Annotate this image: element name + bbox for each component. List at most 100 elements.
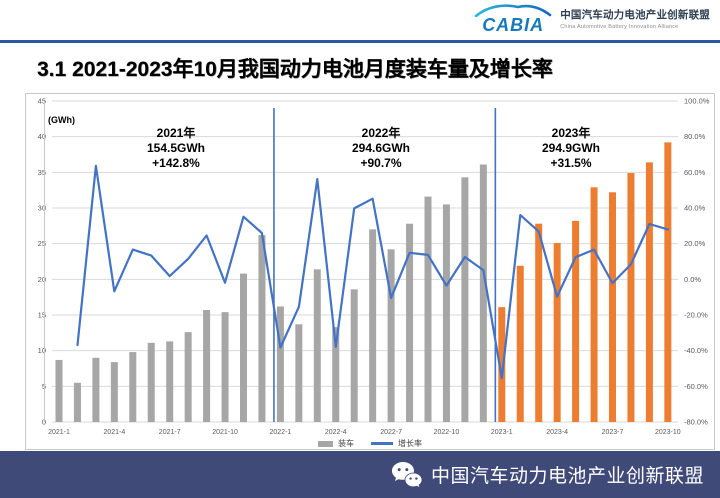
y-axis-tick-left: 45 (38, 97, 46, 106)
y-axis-tick-right: 60.0% (684, 168, 706, 177)
y-axis-tick-right: -40.0% (684, 346, 708, 355)
org-name-en: China Automotive Battery Innovation Alli… (560, 23, 679, 30)
annotation-year: 2021年 (156, 126, 196, 140)
annotation-total: 294.9GWh (541, 141, 601, 155)
y-axis-tick-right: 40.0% (684, 204, 706, 213)
bar-legend-label: 装车 (338, 439, 354, 448)
bar-2021-1 (55, 359, 63, 422)
y-axis-tick-right: -60.0% (684, 382, 708, 391)
bar-2022-6 (369, 229, 377, 422)
footer-banner: 中国汽车动力电池产业创新联盟 (0, 451, 720, 498)
x-axis-tick: 2023-4 (546, 429, 568, 436)
x-axis-tick: 2022-1 (270, 429, 292, 436)
left-axis-unit-label: (GWh) (48, 115, 75, 125)
bar-2021-6 (147, 342, 155, 422)
bar-2021-11 (240, 273, 247, 422)
org-name-block: 中国汽车动力电池产业创新联盟 China Automotive Battery … (560, 7, 710, 30)
cabia-logo: CABIA 中国汽车动力电池产业创新联盟 China Automotive Ba… (474, 3, 710, 35)
x-axis-tick: 2021-4 (103, 429, 125, 436)
battery-installation-chart: 0 5 10 15 20 25 30 35 40 45 -80.0% -60.0% -40.0% -20.… (38, 97, 710, 437)
footer-org-name: 中国汽车动力电池产业创新联盟 (430, 466, 704, 487)
bar-2023-3 (535, 223, 543, 422)
bar-2021-3 (92, 357, 100, 422)
x-axis-tick: 2021-10 (212, 429, 238, 436)
bar-2021-4 (110, 362, 118, 422)
y-axis-tick-right: 80.0% (684, 132, 706, 141)
bar-2022-5 (350, 289, 358, 422)
bar-2022-7 (387, 249, 395, 422)
bar-2023-5 (572, 220, 580, 422)
annotation-year: 2022年 (361, 126, 401, 140)
bar-2021-5 (129, 352, 137, 422)
bar-2022-1 (276, 306, 284, 422)
y-axis-tick-left: 10 (38, 346, 46, 355)
line-legend-swatch (371, 442, 393, 445)
y-axis-tick-right: 20.0% (684, 239, 706, 248)
chart-legend: 装车 增长率 (26, 438, 714, 449)
annotation-growth: +90.7% (360, 156, 402, 170)
bar-2023-6 (590, 187, 598, 422)
bar-2022-9 (424, 196, 432, 422)
bar-2022-11 (461, 177, 469, 422)
bar-2023-9 (645, 162, 653, 422)
wechat-icon (391, 461, 423, 489)
chart-card: 0 5 10 15 20 25 30 35 40 45 -80.0% -60.0% -40.0% -20.… (25, 93, 715, 450)
bar-2023-10 (664, 142, 672, 422)
growth-rate-line (76, 164, 670, 380)
header: CABIA 中国汽车动力电池产业创新联盟 China Automotive Ba… (0, 0, 720, 40)
bar-2022-2 (295, 324, 303, 422)
y-axis-tick-left: 5 (42, 382, 46, 391)
x-axis-tick: 2023-1 (491, 429, 513, 436)
annotation-total: 154.5GWh (146, 141, 206, 155)
bar-2022-12 (479, 164, 487, 422)
bar-2021-7 (166, 341, 174, 422)
y-axis-tick-left: 40 (38, 132, 46, 141)
bar-2021-12 (258, 235, 266, 422)
bar-2023-7 (609, 192, 616, 422)
x-axis-tick: 2021-1 (48, 429, 70, 436)
y-axis-tick-left: 25 (38, 239, 46, 248)
bar-2023-2 (516, 265, 524, 422)
annotation-2023: 2023年 294.9GWh +31.5% (542, 126, 600, 171)
page-title: 3.1 2021-2023年10月我国动力电池月度装车量及增长率 (37, 58, 553, 81)
annotation-2021: 2021年 154.5GWh +142.8% (147, 126, 205, 171)
x-axis-tick: 2022-10 (434, 429, 460, 436)
bar-2021-8 (184, 332, 192, 422)
line-legend-label: 增长率 (398, 439, 422, 448)
y-axis-tick-right: 100.0% (684, 97, 710, 106)
car-icon (474, 4, 552, 17)
x-axis-tick: 2023-10 (655, 429, 681, 436)
x-axis-tick: 2023-7 (602, 429, 624, 436)
y-axis-tick-left: 30 (38, 204, 46, 213)
y-axis-tick-right: -20.0% (684, 311, 708, 320)
annotation-growth: +31.5% (550, 156, 592, 170)
x-axis-tick: 2022-7 (380, 429, 402, 436)
x-axis-tick: 2022-4 (325, 429, 347, 436)
cabia-wordmark: CABIA (482, 15, 545, 35)
y-axis-tick-left: 20 (38, 275, 46, 284)
bar-2022-10 (442, 204, 450, 422)
bar-2022-3 (313, 269, 321, 422)
annotation-growth: +142.8% (152, 156, 200, 170)
bar-legend-swatch (318, 440, 333, 447)
bar-2021-2 (73, 382, 81, 422)
y-axis-tick-left: 15 (38, 311, 46, 320)
org-name-cn: 中国汽车动力电池产业创新联盟 (560, 8, 710, 21)
bar-2023-4 (553, 242, 561, 422)
y-axis-tick-right: 0.0% (684, 275, 701, 284)
bar-2023-1 (498, 307, 506, 422)
bar-2021-9 (203, 310, 211, 422)
y-axis-tick-left: 35 (38, 168, 46, 177)
y-axis-tick-right: -80.0% (684, 418, 708, 427)
y-axis-tick-left: 0 (42, 418, 46, 427)
bar-2021-10 (221, 312, 229, 422)
cabia-logo-mark: CABIA (474, 3, 552, 35)
header-divider-line (0, 40, 720, 43)
bar-2022-8 (406, 223, 414, 422)
x-axis-tick: 2021-7 (159, 429, 181, 436)
bar-2023-8 (627, 173, 635, 422)
annotation-year: 2023年 (551, 126, 591, 140)
annotation-total: 294.6GWh (351, 141, 411, 155)
annotation-2022: 2022年 294.6GWh +90.7% (352, 126, 410, 171)
bar-2022-4 (332, 327, 340, 422)
